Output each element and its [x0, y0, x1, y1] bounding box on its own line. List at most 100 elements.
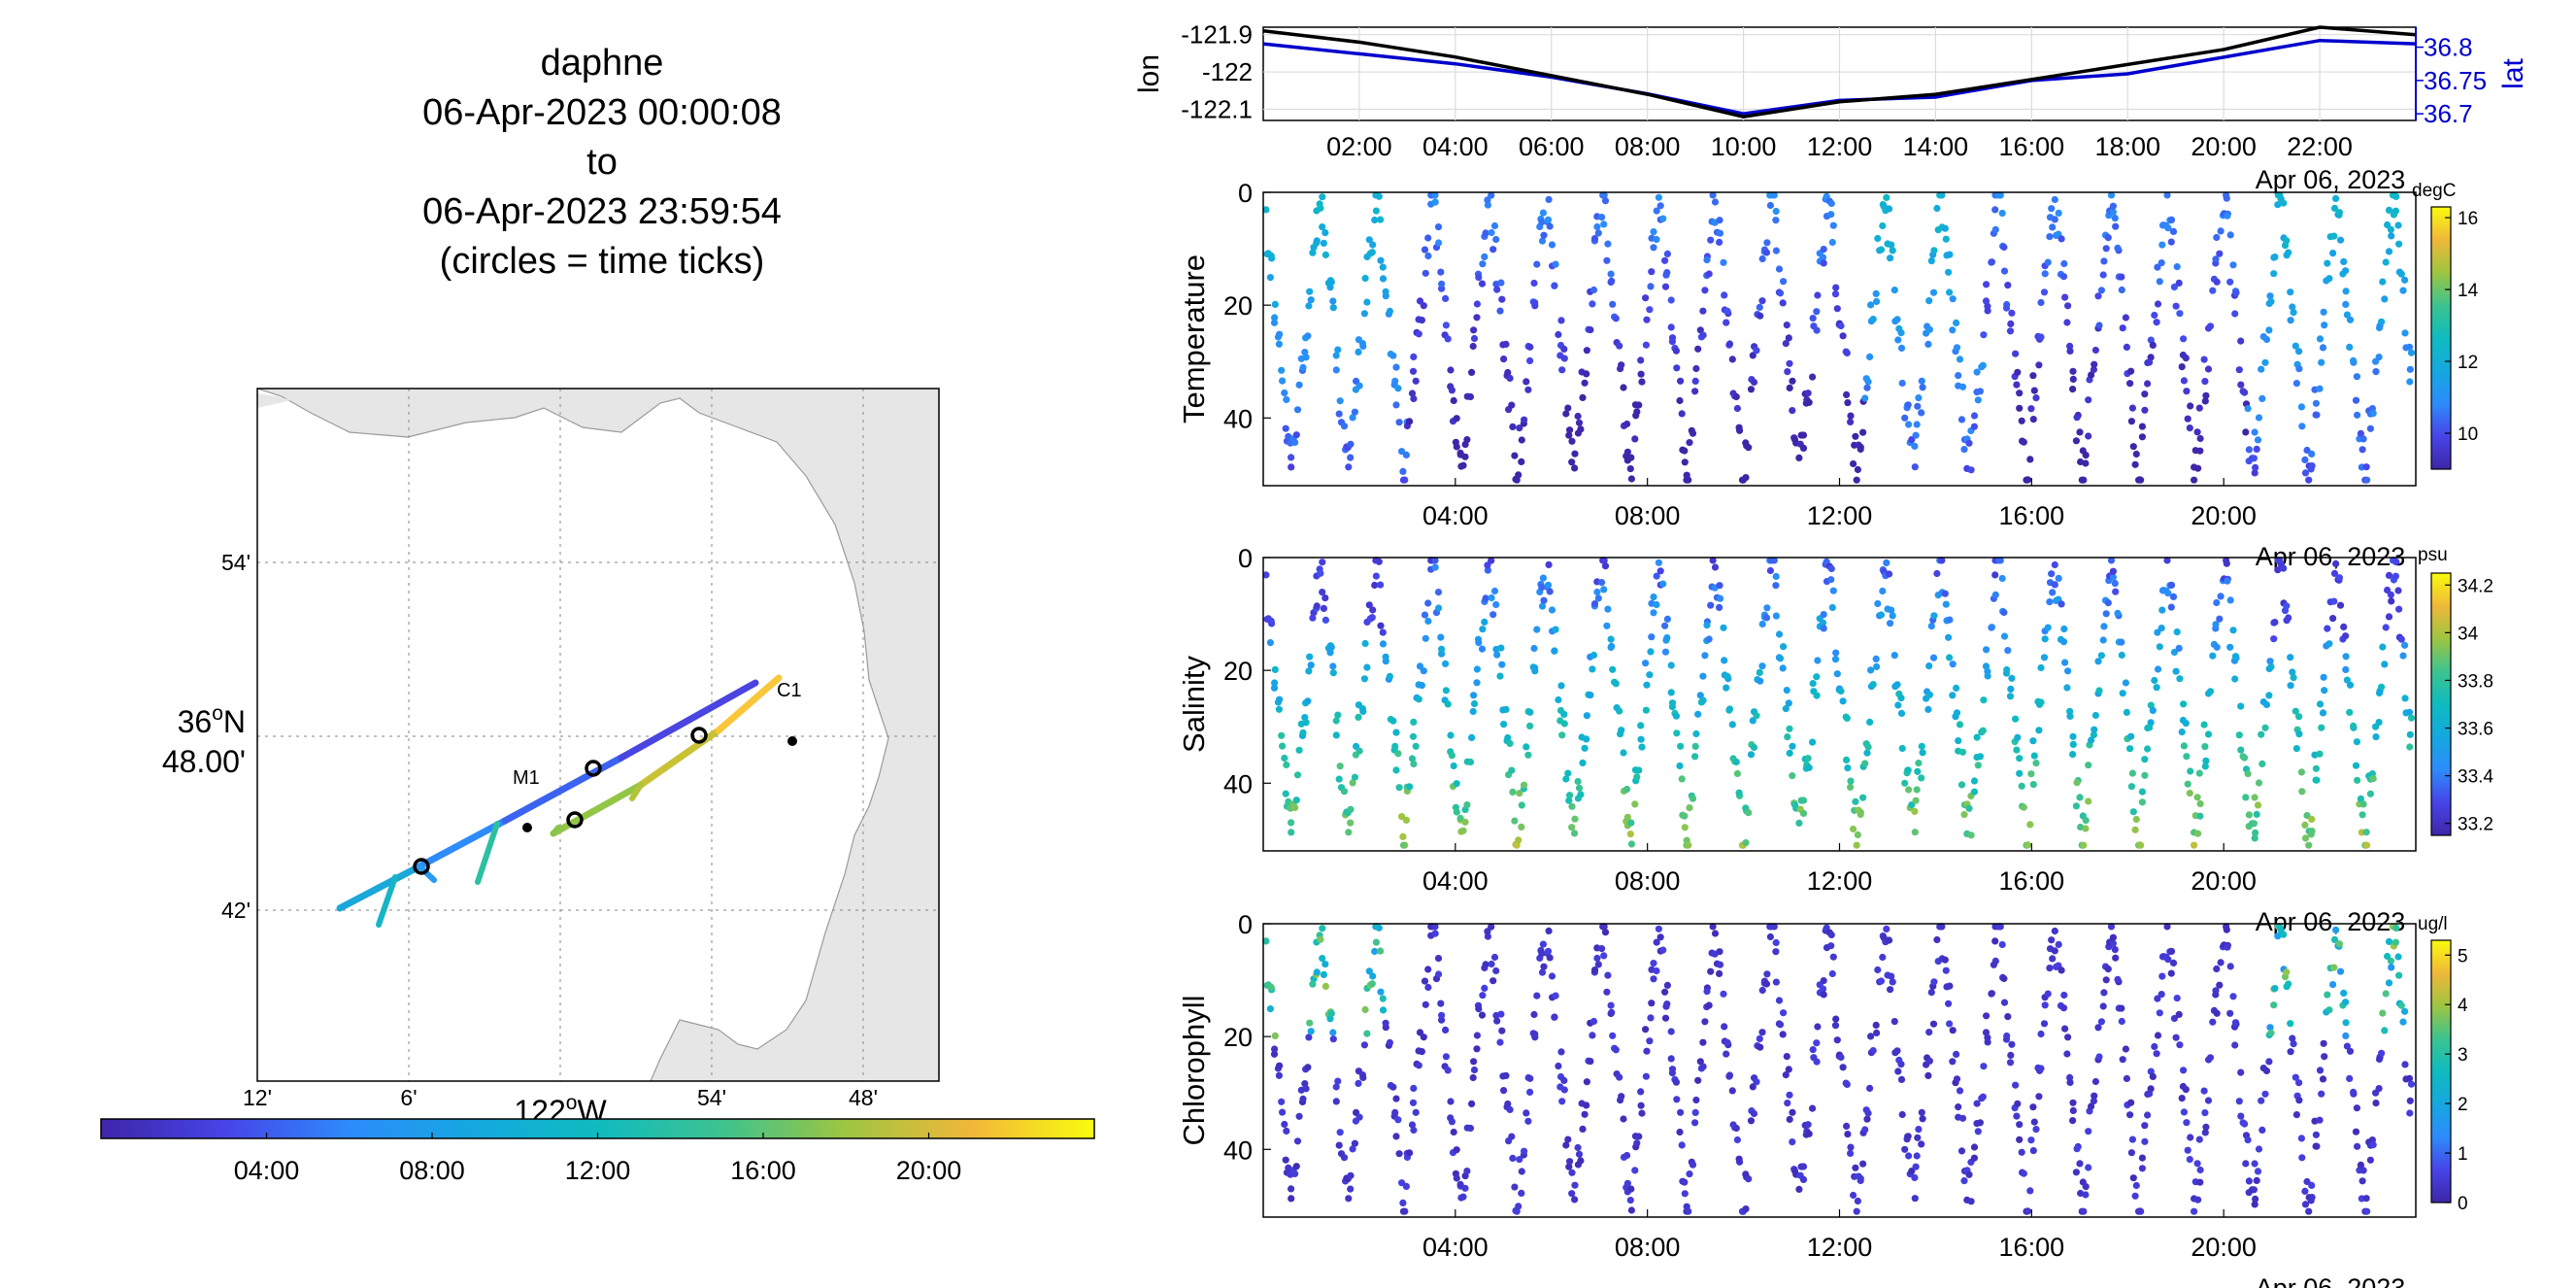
data-point — [2044, 990, 2052, 998]
data-point — [2193, 1160, 2201, 1168]
data-point — [1661, 1014, 1670, 1022]
data-point — [1603, 988, 1611, 996]
data-point — [1872, 289, 1880, 297]
data-point — [1399, 1207, 1408, 1215]
data-point — [1681, 458, 1689, 466]
data-point — [1956, 721, 1964, 729]
data-point — [1976, 753, 1984, 761]
data-point — [1912, 797, 1920, 804]
data-point — [1814, 291, 1822, 299]
data-point — [2346, 681, 2355, 689]
data-point — [1560, 355, 1568, 362]
data-point — [2004, 647, 2012, 655]
data-point — [1498, 661, 1506, 668]
nav-right-tick-label: 36.8 — [2424, 33, 2473, 62]
data-point — [1524, 751, 1532, 759]
data-point — [1583, 712, 1590, 720]
data-point — [1262, 206, 1270, 214]
data-point — [1321, 229, 1329, 237]
data-point — [2123, 343, 2130, 351]
data-point — [1941, 956, 1949, 964]
data-point — [1288, 819, 1295, 827]
data-point — [2196, 1166, 2204, 1174]
data-point — [1306, 1019, 1314, 1027]
data-point — [1984, 307, 1991, 315]
data-point — [2352, 396, 2360, 404]
data-point — [1843, 756, 1851, 764]
data-point — [2406, 1109, 2414, 1117]
data-point — [1444, 1067, 1452, 1074]
data-point — [1829, 221, 1837, 229]
data-point — [1492, 235, 1500, 244]
data-point — [2029, 737, 2037, 745]
data-point — [1756, 312, 1764, 320]
data-point — [2292, 745, 2300, 753]
data-point — [2318, 724, 2325, 731]
data-point — [1612, 1046, 1620, 1054]
data-point — [2407, 714, 2416, 722]
data-point — [1795, 454, 1803, 461]
data-point — [2175, 279, 2183, 287]
data-point — [2128, 1135, 2136, 1143]
data-point — [1789, 1138, 1796, 1146]
data-point — [1650, 593, 1657, 601]
data-point — [1854, 830, 1861, 839]
data-point — [1422, 269, 1429, 277]
data-point — [1991, 937, 1999, 945]
data-point — [2066, 347, 2074, 355]
data-point — [1345, 463, 1353, 471]
data-point — [1673, 1096, 1681, 1103]
data-point — [1705, 635, 1713, 643]
data-point — [1745, 809, 1753, 817]
x-tick-label: 08:00 — [1615, 501, 1681, 530]
data-point — [2340, 623, 2348, 631]
data-point — [1548, 606, 1556, 614]
data-point — [1772, 582, 1780, 590]
data-point — [1991, 957, 1999, 966]
data-point — [2180, 1067, 2188, 1074]
data-point — [1668, 334, 1677, 342]
colorbar-tick-label: 5 — [2458, 946, 2468, 966]
data-point — [1292, 797, 1300, 804]
data-point — [1389, 717, 1397, 725]
data-point — [1960, 1177, 1968, 1185]
data-point — [2082, 1183, 2090, 1191]
data-point — [2090, 1097, 2097, 1105]
data-point — [1925, 297, 1933, 305]
data-point — [1555, 330, 1562, 339]
data-point — [1828, 603, 1836, 612]
data-point — [1799, 444, 1808, 452]
data-point — [1497, 279, 1505, 287]
data-point — [2346, 343, 2354, 351]
data-point — [1617, 365, 1624, 373]
data-point — [1470, 334, 1479, 343]
data-point — [1488, 593, 1495, 602]
data-point — [2289, 303, 2296, 311]
data-point — [1956, 1087, 1964, 1095]
data-point — [1716, 217, 1723, 224]
data-point — [1292, 431, 1300, 439]
data-point — [1914, 402, 1922, 410]
data-point — [1504, 1100, 1512, 1108]
data-point — [2340, 257, 2348, 265]
data-point — [1635, 766, 1643, 774]
data-point — [2055, 574, 2062, 583]
data-point — [1633, 773, 1641, 781]
data-point — [1889, 612, 1896, 620]
data-point — [2212, 987, 2220, 995]
data-point — [1711, 563, 1720, 571]
data-point — [1723, 1050, 1730, 1058]
data-point — [2232, 288, 2240, 296]
data-point — [2016, 1121, 2024, 1129]
data-point — [2388, 597, 2395, 605]
data-point — [1839, 1064, 1847, 1071]
data-point — [1508, 401, 1516, 409]
data-point — [1988, 624, 1995, 631]
data-point — [2153, 1050, 2160, 1058]
data-point — [2172, 1034, 2180, 1041]
data-point — [1281, 1120, 1288, 1129]
data-point — [1332, 352, 1340, 359]
data-point — [1372, 938, 1380, 946]
data-point — [2195, 1135, 2203, 1143]
data-point — [1820, 991, 1827, 999]
